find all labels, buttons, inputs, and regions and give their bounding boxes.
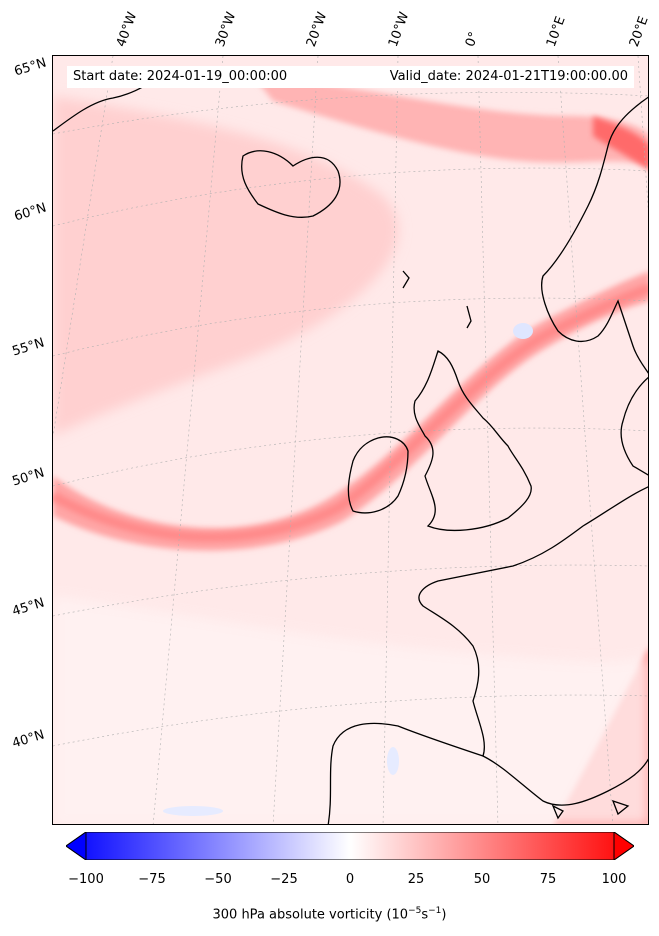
colorbar-tick-label: −100 — [68, 872, 104, 887]
lon-label-10w: 10°W — [385, 10, 413, 49]
lat-label-60n: 60°N — [12, 200, 49, 225]
colorbar-gradient — [66, 832, 634, 860]
lat-label-40n: 40°N — [10, 727, 47, 752]
colorbar-extend-max — [613, 832, 634, 860]
vorticity-band-north — [253, 76, 648, 166]
colorbar-title-end: ) — [441, 907, 447, 923]
map-info-box: Start date: 2024-01-19_00:00:00 Valid_da… — [67, 66, 634, 88]
graticule — [53, 56, 648, 824]
coastline-shetland — [466, 305, 472, 329]
valid-date: Valid_date: 2024-01-21T19:00:00.00 — [389, 69, 628, 84]
colorbar-title-exp1: −5 — [408, 906, 422, 916]
lon-label-30w: 30°W — [212, 10, 240, 49]
colorbar-title: 300 hPa absolute vorticity (10−5s−1) — [0, 906, 659, 922]
coastline-iceland — [241, 150, 341, 218]
coastline-great-britain — [413, 350, 532, 532]
coastline-faroe — [402, 270, 410, 289]
colorbar-tick-label: 75 — [539, 872, 557, 887]
lon-label-0: 0° — [462, 29, 483, 49]
colorbar-tick-label: 25 — [407, 872, 425, 887]
coastline-norway — [541, 96, 648, 374]
lat-label-55n: 55°N — [10, 335, 47, 360]
lat-label-65n: 65°N — [12, 55, 49, 80]
vorticity-band-main-core — [53, 283, 648, 543]
vorticity-region-nw — [53, 96, 399, 436]
colorbar-tick-label: 100 — [601, 872, 627, 887]
vorticity-map: Start date: 2024-01-19_00:00:00 Valid_da… — [52, 55, 649, 825]
colorbar — [66, 832, 634, 860]
coastline-island — [551, 804, 564, 820]
vorticity-negative-patch — [387, 747, 399, 775]
start-date: Start date: 2024-01-19_00:00:00 — [73, 69, 288, 84]
lon-label-20e: 20°E — [626, 14, 652, 50]
map-canvas — [53, 56, 648, 824]
coastline-denmark — [620, 376, 648, 476]
lon-label-40w: 40°W — [113, 10, 141, 49]
lon-label-20w: 20°W — [303, 10, 331, 49]
lon-label-10e: 10°E — [543, 14, 569, 50]
colorbar-tick-label: −25 — [270, 872, 298, 887]
colorbar-tick-label: −75 — [138, 872, 166, 887]
coastline-europe — [327, 486, 648, 824]
lat-label-50n: 50°N — [10, 465, 47, 490]
colorbar-tick-label: 0 — [345, 872, 355, 887]
coastline-island — [611, 799, 630, 816]
vorticity-negative-patch — [163, 806, 223, 816]
vorticity-negative-patch — [513, 323, 533, 339]
colorbar-title-main: 300 hPa absolute vorticity (10 — [212, 907, 409, 923]
lat-label-45n: 45°N — [10, 595, 47, 620]
colorbar-title-mid: s — [421, 907, 429, 923]
colorbar-title-exp2: −1 — [428, 906, 442, 916]
colorbar-tick-label: 50 — [473, 872, 491, 887]
colorbar-extend-min — [66, 832, 87, 860]
coastline-ireland — [347, 436, 409, 514]
coastline-mediterranean — [482, 755, 648, 806]
vorticity-core-norway — [593, 116, 648, 170]
colorbar-tick-label: −50 — [204, 872, 232, 887]
